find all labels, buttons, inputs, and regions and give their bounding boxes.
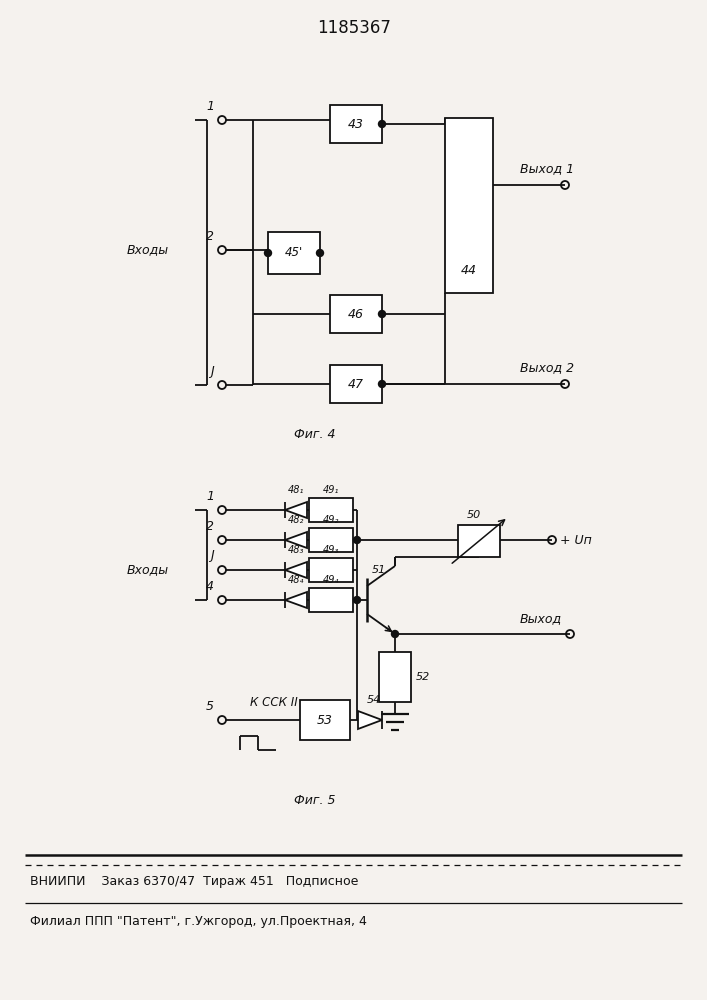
Text: 47: 47: [348, 377, 364, 390]
Text: 43: 43: [348, 117, 364, 130]
Bar: [268, 232, 320, 274]
Text: 44: 44: [461, 264, 477, 277]
Text: 49₄: 49₄: [323, 575, 339, 585]
Polygon shape: [285, 562, 307, 578]
Bar: [379, 652, 411, 702]
Text: 53: 53: [317, 714, 333, 726]
Text: ВНИИПИ    Заказ 6370/47  Тираж 451   Подписное: ВНИИПИ Заказ 6370/47 Тираж 451 Подписное: [30, 876, 358, 888]
Circle shape: [378, 120, 385, 127]
Text: Выход 2: Выход 2: [520, 361, 574, 374]
Text: 49₂: 49₂: [323, 515, 339, 525]
Bar: [309, 498, 353, 522]
Text: 4: 4: [206, 580, 214, 592]
Text: 54: 54: [367, 695, 381, 705]
Text: 52: 52: [416, 672, 431, 682]
Text: 48₄: 48₄: [288, 575, 304, 585]
Bar: [445, 118, 493, 293]
Text: + Uп: + Uп: [560, 534, 592, 546]
Text: 51: 51: [372, 565, 386, 575]
Circle shape: [354, 596, 361, 603]
Text: J: J: [210, 550, 214, 562]
Circle shape: [378, 310, 385, 318]
Text: 45': 45': [285, 246, 303, 259]
Polygon shape: [358, 711, 382, 729]
Bar: [309, 558, 353, 582]
Text: Филиал ППП "Патент", г.Ужгород, ул.Проектная, 4: Филиал ППП "Патент", г.Ужгород, ул.Проек…: [30, 916, 367, 928]
Text: 48₁: 48₁: [288, 485, 304, 495]
Text: 49₃: 49₃: [323, 545, 339, 555]
Text: 2: 2: [206, 520, 214, 532]
Bar: [300, 700, 350, 740]
Text: 50: 50: [467, 510, 481, 520]
Circle shape: [264, 249, 271, 256]
Text: Входы: Входы: [127, 564, 169, 576]
Text: 46: 46: [348, 308, 364, 320]
Text: Выход 1: Выход 1: [520, 162, 574, 176]
Text: 5: 5: [206, 700, 214, 712]
Circle shape: [354, 536, 361, 544]
Bar: [330, 295, 382, 333]
Text: 1: 1: [206, 100, 214, 112]
Bar: [309, 588, 353, 612]
Circle shape: [378, 380, 385, 387]
Text: 49₁: 49₁: [323, 485, 339, 495]
Text: 1185367: 1185367: [317, 19, 391, 37]
Text: 1: 1: [206, 489, 214, 502]
Circle shape: [392, 631, 399, 638]
Text: 48₃: 48₃: [288, 545, 304, 555]
Bar: [309, 528, 353, 552]
Text: 48₂: 48₂: [288, 515, 304, 525]
Polygon shape: [285, 592, 307, 608]
Text: Фиг. 5: Фиг. 5: [294, 794, 336, 806]
Polygon shape: [285, 502, 307, 518]
Bar: [458, 525, 500, 557]
Text: К ССК II: К ССК II: [250, 696, 298, 708]
Circle shape: [317, 249, 324, 256]
Text: J: J: [210, 364, 214, 377]
Text: Фиг. 4: Фиг. 4: [294, 428, 336, 442]
Text: Выход: Выход: [520, 612, 562, 626]
Bar: [330, 365, 382, 403]
Bar: [330, 105, 382, 143]
Polygon shape: [285, 532, 307, 548]
Text: Входы: Входы: [127, 243, 169, 256]
Text: 2: 2: [206, 230, 214, 242]
